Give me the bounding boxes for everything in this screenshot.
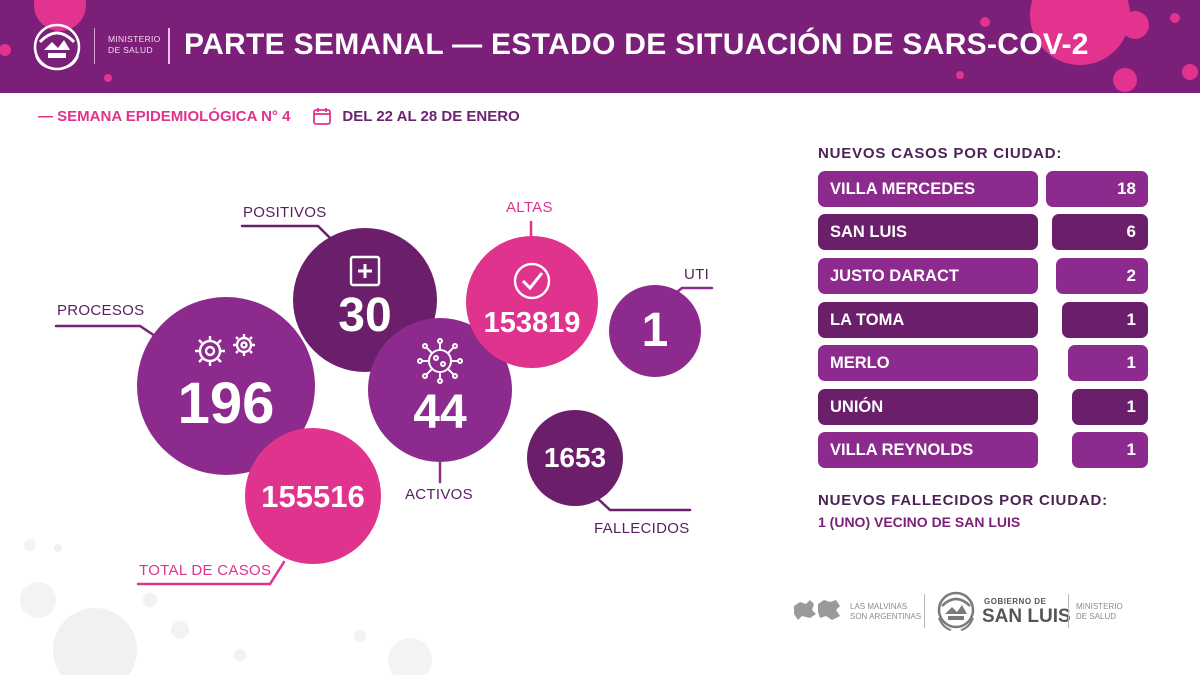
week-dates: DEL 22 AL 28 DE ENERO: [342, 107, 520, 125]
city-count: 18: [1046, 171, 1148, 207]
city-row: JUSTO DARACT 2: [818, 258, 1148, 294]
header-title-separator: [168, 28, 170, 64]
fallecidos-value: 1653: [543, 442, 607, 473]
fallecidos-label: FALLECIDOS: [594, 520, 690, 537]
total-casos-value: 155516: [261, 478, 365, 514]
city-row: UNIÓN 1: [818, 389, 1148, 425]
plus-box-icon: [349, 255, 381, 287]
city-name: VILLA MERCEDES: [818, 171, 1038, 207]
city-name: LA TOMA: [818, 302, 1038, 338]
header-decoration: [0, 0, 1198, 92]
week-info: — SEMANA EPIDEMIOLÓGICA N° 4 DEL 22 AL 2…: [38, 106, 520, 126]
city-row: VILLA REYNOLDS 1: [818, 432, 1148, 468]
footer-san-luis: SAN LUIS: [982, 606, 1071, 627]
city-row: MERLO 1: [818, 345, 1148, 381]
header-ministry-line2: DE SALUD: [108, 45, 153, 55]
city-count: 1: [1072, 389, 1148, 425]
header-separator: [94, 28, 95, 64]
altas-label: ALTAS: [506, 199, 553, 216]
city-name: VILLA REYNOLDS: [818, 432, 1038, 468]
footer-ministry-line2: DE SALUD: [1076, 612, 1117, 621]
city-count: 1: [1072, 432, 1148, 468]
footer-ministry-line1: MINISTERIO: [1076, 602, 1123, 611]
uti-label: UTI: [684, 266, 710, 283]
city-count: 6: [1052, 214, 1148, 250]
city-name: JUSTO DARACT: [818, 258, 1038, 294]
malvinas-text: LAS MALVINAS SON ARGENTINAS: [850, 602, 921, 622]
malvinas-line1: LAS MALVINAS: [850, 602, 908, 611]
footer-separator: [924, 594, 925, 628]
city-name: UNIÓN: [818, 389, 1038, 425]
city-row: SAN LUIS 6: [818, 214, 1148, 250]
city-count: 1: [1068, 345, 1148, 381]
footer-gobierno-de: GOBIERNO DE: [984, 597, 1047, 606]
malvinas-line2: SON ARGENTINAS: [850, 612, 922, 621]
procesos-value: 196: [177, 371, 275, 436]
city-row: LA TOMA 1: [818, 302, 1148, 338]
gears-icon: [195, 334, 255, 366]
san-luis-coat-of-arms-icon: [33, 23, 81, 71]
check-circle-icon: [513, 262, 551, 299]
footer-ministry: MINISTERIO DE SALUD: [1076, 602, 1123, 622]
header-ministry-line1: MINISTERIO: [108, 34, 161, 44]
malvinas-islands-icon: [794, 600, 840, 620]
activos-value: 44: [413, 386, 467, 439]
total-casos-bubble: 155516: [245, 428, 381, 564]
uti-value: 1: [641, 304, 669, 357]
uti-bubble: 1: [609, 285, 701, 377]
city-name: SAN LUIS: [818, 214, 1038, 250]
city-count: 1: [1062, 302, 1148, 338]
san-luis-coat-of-arms-icon: [937, 591, 975, 631]
deaths-title: NUEVOS FALLECIDOS POR CIUDAD:: [818, 492, 1108, 509]
total-casos-label: TOTAL DE CASOS: [139, 562, 272, 579]
calendar-icon: [313, 108, 332, 125]
deaths-note: 1 (UNO) VECINO DE SAN LUIS: [818, 514, 1021, 530]
procesos-label: PROCESOS: [57, 302, 145, 319]
fallecidos-bubble: 1653: [527, 410, 623, 506]
header-banner: MINISTERIO DE SALUD PARTE SEMANAL — ESTA…: [0, 0, 1200, 93]
virus-icon: [417, 338, 463, 384]
activos-label: ACTIVOS: [405, 486, 473, 503]
city-count: 2: [1056, 258, 1148, 294]
positivos-label: POSITIVOS: [243, 204, 327, 221]
city-row: VILLA MERCEDES 18: [818, 171, 1148, 207]
week-label: — SEMANA EPIDEMIOLÓGICA N° 4: [38, 107, 291, 125]
city-name: MERLO: [818, 345, 1038, 381]
cities-title: NUEVOS CASOS POR CIUDAD:: [818, 145, 1063, 162]
altas-value: 153819: [483, 306, 581, 339]
footer-separator: [1068, 594, 1069, 628]
positivos-value: 30: [338, 289, 392, 342]
page-title: PARTE SEMANAL — ESTADO DE SITUACIÓN DE S…: [184, 28, 1089, 61]
footer-logos: LAS MALVINAS SON ARGENTINAS GOBIERNO DE …: [790, 588, 1130, 638]
header-ministry: MINISTERIO DE SALUD: [108, 34, 161, 56]
altas-bubble: 153819: [466, 236, 598, 368]
